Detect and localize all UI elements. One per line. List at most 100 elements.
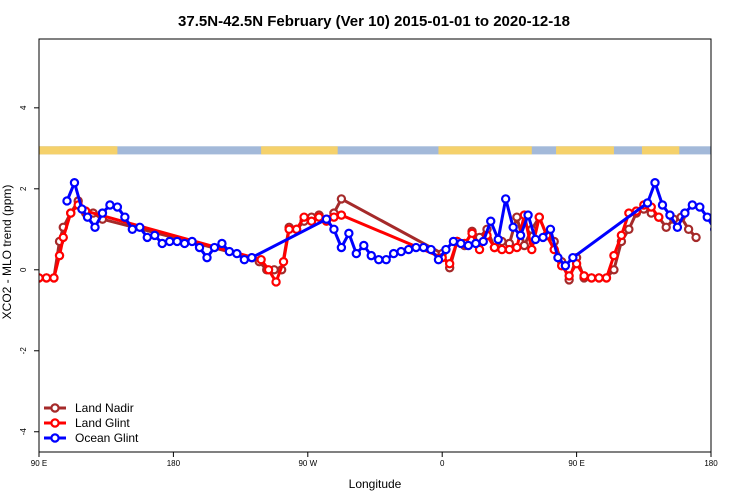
data-point <box>553 252 563 263</box>
data-point <box>478 236 488 247</box>
data-point <box>687 200 698 210</box>
data-point <box>247 252 257 263</box>
series-ocean-glint <box>62 178 748 271</box>
data-point <box>654 212 664 222</box>
data-point <box>77 204 87 214</box>
data-point <box>624 224 634 235</box>
axes: 90 E 180 90 W 0 90 E 180 -4 -2 0 2 4 <box>19 105 718 468</box>
data-point <box>657 200 668 210</box>
data-point <box>150 230 160 241</box>
data-point <box>41 273 52 283</box>
data-point <box>164 236 175 247</box>
data-point <box>224 246 235 257</box>
data-point <box>120 212 130 222</box>
data-point <box>433 254 444 265</box>
data-point <box>515 230 526 241</box>
data-point <box>299 212 309 222</box>
data-point <box>691 232 701 243</box>
x-tick-label: 90 E <box>568 459 584 468</box>
data-point <box>366 250 376 261</box>
x-tick-label: 180 <box>167 459 181 468</box>
data-point <box>217 238 227 249</box>
data-point <box>278 256 289 267</box>
data-point <box>489 242 500 253</box>
chart-title: 37.5N-42.5N February (Ver 10) 2015-01-01… <box>178 13 570 30</box>
data-point <box>741 240 748 247</box>
data-point <box>500 194 511 204</box>
data-point <box>187 236 197 247</box>
data-point <box>609 250 619 261</box>
data-point <box>448 236 459 247</box>
data-point <box>456 238 466 249</box>
data-point <box>381 254 391 265</box>
data-point <box>702 212 711 222</box>
data-point <box>497 244 507 255</box>
data-point <box>601 273 612 283</box>
data-point <box>49 273 59 283</box>
data-point <box>710 226 711 233</box>
legend-item: Land Glint <box>44 416 130 430</box>
land-segment <box>261 146 338 155</box>
data-point <box>90 222 100 232</box>
legend-label: Land Nadir <box>75 401 134 415</box>
data-point <box>411 242 421 253</box>
data-point <box>359 240 369 251</box>
data-point <box>306 216 317 226</box>
data-point <box>344 228 354 239</box>
data-point <box>523 210 533 220</box>
data-point <box>650 178 660 188</box>
series-land-glint <box>39 200 664 287</box>
data-point <box>512 242 522 253</box>
data-point <box>564 271 574 281</box>
data-point <box>463 240 474 251</box>
data-point <box>403 244 414 255</box>
data-point <box>504 244 515 255</box>
data-point <box>695 202 705 212</box>
data-point <box>388 248 399 259</box>
legend-swatch-marker <box>50 433 60 443</box>
data-point <box>263 265 274 275</box>
y-tick-label: -2 <box>19 347 28 355</box>
data-point <box>97 208 108 218</box>
legend-item: Ocean Glint <box>44 431 139 445</box>
data-point <box>194 242 205 253</box>
legend-swatch-marker <box>50 418 60 428</box>
data-point <box>441 244 451 255</box>
land-ocean-strip <box>39 146 711 155</box>
data-point <box>512 212 522 222</box>
data-point <box>426 244 436 255</box>
data-point <box>142 232 152 243</box>
data-point <box>527 244 537 255</box>
data-point <box>202 252 212 263</box>
data-point <box>135 222 145 232</box>
data-point <box>329 212 339 222</box>
data-point <box>726 234 733 241</box>
y-tick-label: 2 <box>19 186 28 191</box>
data-point <box>54 250 65 261</box>
land-segment <box>641 146 680 155</box>
data-point <box>66 208 76 218</box>
data-point <box>665 210 675 220</box>
data-point <box>486 216 496 226</box>
land-segment <box>438 146 532 155</box>
x-tick-label: 90 E <box>31 459 47 468</box>
data-point <box>58 232 68 243</box>
legend-swatch-marker <box>50 403 60 413</box>
data-point <box>112 202 123 212</box>
data-point <box>232 248 242 259</box>
x-tick-label: 180 <box>704 459 718 468</box>
y-tick-label: 0 <box>19 267 28 272</box>
data-point <box>329 224 339 235</box>
data-point <box>172 236 182 247</box>
data-point <box>314 212 324 222</box>
data-point <box>256 254 266 265</box>
data-point <box>594 273 604 283</box>
data-point <box>538 232 548 243</box>
data-point <box>680 208 690 218</box>
data-point <box>719 224 726 231</box>
data-point <box>82 212 93 222</box>
data-point <box>105 200 115 210</box>
data-point <box>351 248 362 259</box>
data-point <box>209 242 220 253</box>
